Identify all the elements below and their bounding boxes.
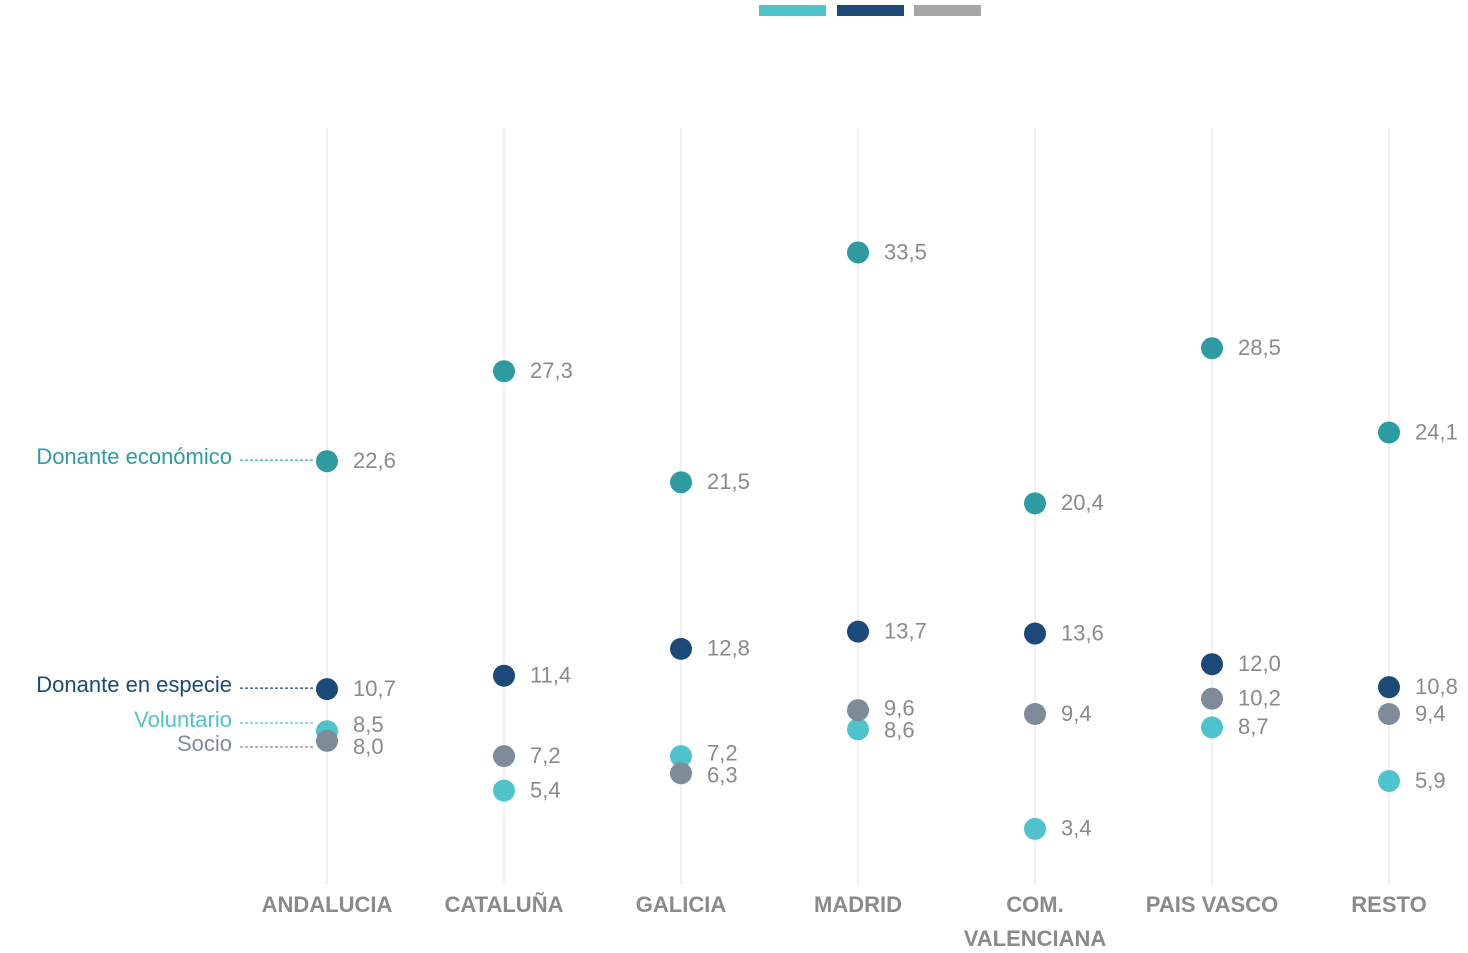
- dot: [670, 762, 692, 785]
- dot: [847, 241, 869, 264]
- dot: [670, 471, 692, 494]
- dot: [316, 729, 338, 752]
- data-label: 28,5: [1238, 335, 1281, 360]
- data-label: 9,6: [884, 696, 915, 721]
- dot: [1024, 622, 1046, 645]
- dot: [847, 699, 869, 722]
- data-label: 3,4: [1061, 816, 1092, 841]
- data-label: 8,6: [884, 718, 915, 743]
- data-label: 33,5: [884, 239, 927, 264]
- dot: [670, 637, 692, 660]
- data-label: 7,2: [707, 741, 738, 766]
- data-label: 13,7: [884, 618, 927, 643]
- data-label: 20,4: [1061, 490, 1104, 515]
- data-label: 8,7: [1238, 714, 1269, 739]
- dot: [847, 620, 869, 643]
- series-label: Donante en especie: [36, 672, 232, 697]
- x-tick-label: ANDALUCIA: [261, 892, 393, 917]
- data-label: 9,4: [1061, 701, 1092, 726]
- dot: [1378, 676, 1400, 699]
- dot: [1201, 716, 1223, 739]
- dot: [847, 718, 869, 741]
- data-label: 22,6: [353, 448, 396, 473]
- dot: [1378, 702, 1400, 725]
- data-label: 5,9: [1415, 768, 1446, 793]
- data-label: 24,1: [1415, 419, 1458, 444]
- x-tick-label: CATALUÑA: [444, 892, 564, 917]
- series-label: Socio: [177, 731, 232, 756]
- data-label: 11,4: [530, 663, 571, 688]
- x-tick-label: COM. VALENCIANA: [963, 892, 1107, 951]
- data-label: 12,8: [707, 636, 750, 661]
- x-tick-label: RESTO: [1351, 892, 1427, 917]
- data-label: 13,6: [1061, 620, 1104, 645]
- dot: [1024, 702, 1046, 725]
- series-label: Voluntario: [134, 707, 232, 732]
- x-tick-label: MADRID: [814, 892, 902, 917]
- data-label: 6,3: [707, 763, 738, 788]
- data-label: 5,4: [530, 777, 561, 802]
- data-label: 10,2: [1238, 685, 1281, 710]
- dot: [316, 678, 338, 701]
- data-label: 21,5: [707, 469, 750, 494]
- dot: [493, 745, 515, 768]
- data-label: 27,3: [530, 358, 573, 383]
- legend-swatch: [837, 5, 904, 16]
- data-label: 8,0: [353, 734, 384, 759]
- dot: [493, 664, 515, 687]
- data-label: 12,0: [1238, 651, 1281, 676]
- series-label: Donante económico: [36, 444, 232, 469]
- dot: [1378, 421, 1400, 444]
- x-tick-label: GALICIA: [635, 892, 727, 917]
- dot: [493, 779, 515, 802]
- dot: [316, 450, 338, 473]
- data-label: 8,5: [353, 712, 384, 737]
- dot: [670, 745, 692, 768]
- dot: [493, 360, 515, 383]
- data-label: 9,4: [1415, 701, 1446, 726]
- data-label: 7,2: [530, 743, 561, 768]
- dot: [1024, 817, 1046, 840]
- data-label: 10,8: [1415, 674, 1458, 699]
- dot: [1024, 492, 1046, 515]
- dot: [1201, 687, 1223, 710]
- dot: [1378, 770, 1400, 793]
- dot: [1201, 337, 1223, 360]
- dot: [1201, 653, 1223, 676]
- x-tick-label: PAIS VASCO: [1145, 892, 1279, 917]
- legend-swatch: [759, 5, 826, 16]
- data-label: 10,7: [353, 676, 396, 701]
- legend-swatch: [914, 5, 981, 16]
